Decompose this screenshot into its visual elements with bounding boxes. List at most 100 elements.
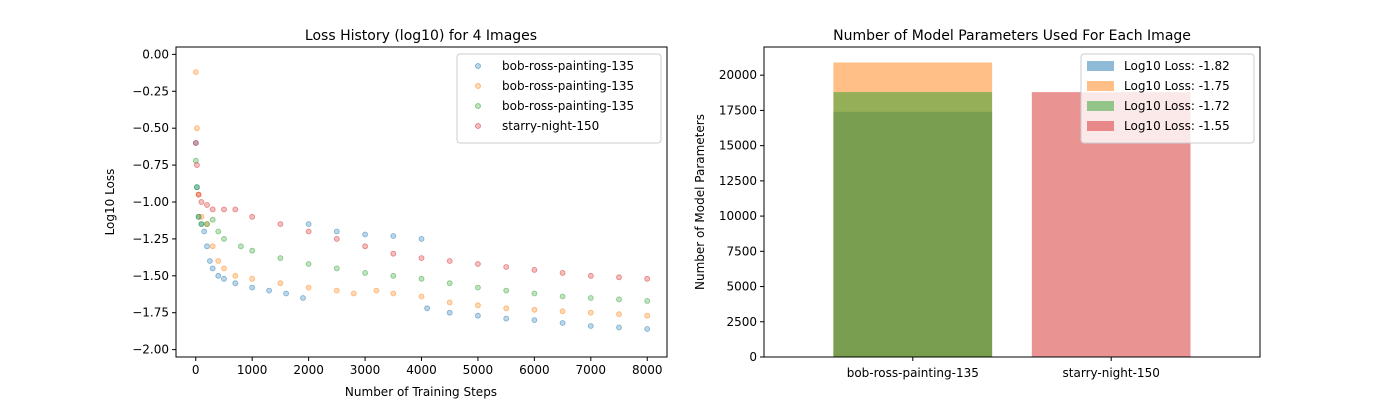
loss-legend-label-0: bob-ross-painting-135	[502, 59, 634, 73]
loss-point-s3-19	[559, 269, 566, 276]
loss-point-s2-17	[474, 284, 481, 291]
loss-point-s0-12	[266, 287, 273, 294]
loss-point-s1-22	[587, 309, 594, 316]
loss-chart-x-label: Number of Training Steps	[345, 385, 497, 399]
params-chart-frame	[763, 46, 1261, 358]
loss-point-s1-17	[446, 299, 453, 306]
loss-point-s3-3	[198, 199, 205, 205]
params-legend-label-3: Log10 Loss: -1.55	[1124, 119, 1230, 133]
loss-point-s2-18	[503, 287, 510, 294]
params-y-tick-label-5: 12500	[719, 174, 757, 188]
loss-point-s3-2	[195, 191, 202, 198]
loss-point-s0-28	[644, 326, 651, 332]
loss-point-s1-15	[390, 290, 397, 297]
loss-point-s2-23	[644, 297, 651, 304]
params-chart-x-ticks: bob-ross-painting-135 starry-night-150	[847, 357, 1160, 380]
loss-point-s0-5	[204, 243, 210, 250]
loss-x-tick-label-7: 7000	[576, 363, 607, 377]
loss-point-s0-20	[424, 305, 431, 312]
loss-point-s3-1	[193, 162, 200, 169]
loss-point-s1-9	[249, 275, 256, 282]
params-y-tick-label-3: 7500	[726, 244, 757, 258]
loss-point-s0-21	[446, 309, 453, 316]
loss-point-s1-8	[232, 272, 239, 279]
params-y-tick-label-7: 17500	[719, 103, 757, 117]
loss-point-s3-15	[446, 258, 453, 264]
loss-point-s3-9	[277, 221, 284, 228]
loss-point-s1-12	[333, 287, 340, 294]
loss-point-s2-22	[616, 296, 622, 303]
loss-point-s2-6	[215, 228, 222, 235]
loss-y-tick-label-3: −0.75	[132, 158, 169, 172]
params-y-tick-label-1: 2500	[726, 315, 757, 329]
loss-series-2	[192, 157, 651, 304]
loss-point-s3-12	[362, 243, 369, 250]
loss-point-s1-5	[209, 243, 216, 250]
loss-point-s3-17	[503, 264, 510, 270]
loss-point-s2-12	[333, 265, 340, 272]
loss-point-s1-18	[474, 302, 481, 309]
params-legend-label-1: Log10 Loss: -1.75	[1124, 79, 1230, 93]
loss-point-s3-16	[474, 261, 481, 267]
loss-y-tick-label-2: −0.50	[132, 121, 169, 135]
loss-point-s0-23	[503, 315, 510, 322]
params-bar-2	[833, 92, 993, 357]
loss-point-s0-25	[559, 320, 566, 326]
loss-point-s0-22	[474, 312, 481, 319]
loss-legend-label-2: bob-ross-painting-135	[502, 99, 634, 113]
loss-point-s0-14	[300, 295, 306, 301]
loss-point-s3-20	[587, 272, 594, 279]
loss-y-tick-label-0: 0.00	[142, 47, 169, 61]
loss-x-tick-label-0: 0	[192, 363, 200, 377]
loss-y-tick-label-8: −2.00	[132, 343, 169, 357]
params-x-tick-label-1: starry-night-150	[1063, 366, 1160, 380]
params-legend-swatch-2	[1087, 101, 1114, 111]
loss-x-tick-label-4: 4000	[406, 363, 437, 377]
loss-point-s0-9	[221, 275, 227, 282]
loss-point-s3-5	[209, 206, 216, 213]
loss-legend-marker-3	[475, 123, 481, 129]
loss-point-s2-3	[198, 221, 205, 228]
loss-legend-label-1: bob-ross-painting-135	[502, 79, 634, 93]
loss-point-s0-4	[201, 228, 208, 235]
loss-legend-label-3: starry-night-150	[502, 119, 599, 133]
loss-point-s0-16	[333, 228, 340, 235]
params-legend-label-0: Log10 Loss: -1.82	[1124, 59, 1230, 73]
loss-point-s2-8	[237, 243, 244, 250]
loss-point-s0-15	[305, 221, 312, 228]
loss-point-s2-5	[209, 216, 216, 223]
loss-point-s1-0	[192, 69, 199, 75]
loss-point-s0-18	[390, 233, 397, 239]
loss-x-tick-label-8: 8000	[632, 363, 663, 377]
loss-point-s1-19	[503, 305, 510, 312]
params-legend-swatch-0	[1087, 61, 1114, 71]
loss-point-s0-27	[616, 324, 622, 331]
loss-point-s1-14	[373, 287, 380, 294]
loss-point-s3-18	[531, 266, 538, 273]
loss-legend-marker-0	[475, 63, 481, 69]
params-y-tick-label-2: 5000	[726, 280, 757, 294]
loss-chart-y-label: Log10 Loss	[103, 169, 117, 236]
loss-series-1	[192, 69, 651, 319]
loss-point-s0-11	[249, 284, 256, 291]
loss-point-s1-1	[193, 125, 200, 132]
loss-point-s2-14	[390, 272, 397, 279]
loss-point-s0-19	[418, 235, 425, 242]
params-y-tick-label-0: 0	[749, 350, 757, 364]
loss-x-tick-label-2: 2000	[293, 363, 324, 377]
loss-y-tick-label-4: −1.00	[132, 195, 169, 209]
loss-y-tick-label-7: −1.75	[132, 306, 169, 320]
loss-legend-marker-1	[475, 83, 481, 89]
loss-legend-marker-2	[475, 103, 481, 109]
loss-point-s1-13	[350, 290, 357, 297]
loss-point-s0-6	[206, 258, 213, 264]
loss-point-s2-7	[221, 235, 227, 242]
params-chart-bars	[833, 62, 1191, 357]
loss-point-s2-21	[587, 295, 594, 301]
loss-point-s2-13	[362, 269, 369, 276]
loss-point-s2-15	[418, 275, 425, 282]
loss-chart-legend-box	[456, 53, 662, 144]
loss-point-s1-24	[644, 312, 651, 319]
loss-point-s3-8	[249, 213, 256, 220]
loss-point-s0-8	[215, 272, 222, 279]
